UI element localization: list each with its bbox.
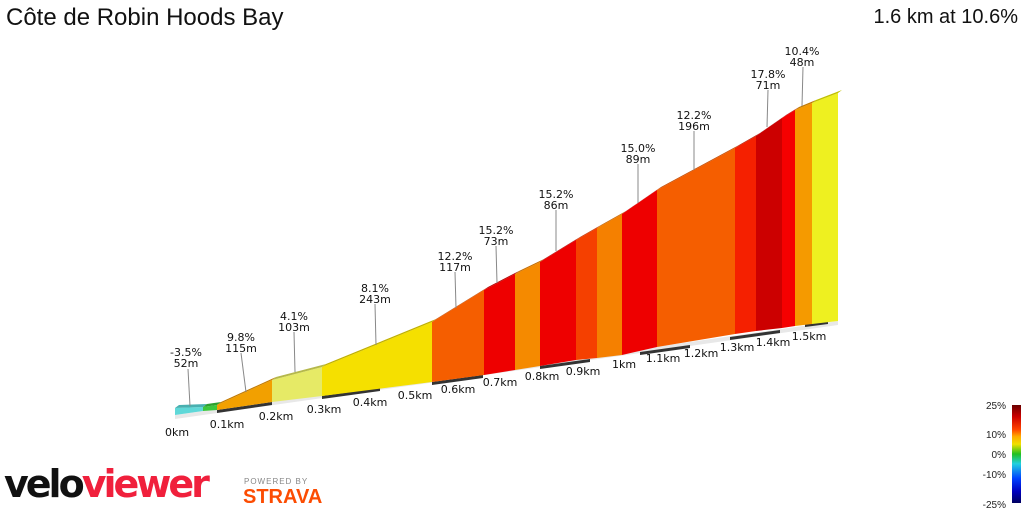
svg-text:1.1km: 1.1km bbox=[646, 352, 681, 365]
svg-text:52m: 52m bbox=[174, 357, 199, 370]
strava-logo[interactable]: STRAVA bbox=[243, 486, 323, 508]
svg-text:1.4km: 1.4km bbox=[756, 336, 791, 349]
svg-text:12.2%: 12.2% bbox=[438, 250, 473, 263]
svg-text:115m: 115m bbox=[225, 342, 257, 355]
svg-text:243m: 243m bbox=[359, 293, 391, 306]
annotation-seg-1: -3.5% 52m bbox=[170, 346, 202, 407]
annotation-seg-5: 12.2% 117m bbox=[438, 250, 473, 309]
svg-text:0.4km: 0.4km bbox=[353, 396, 388, 409]
svg-text:25%: 25% bbox=[986, 401, 1006, 412]
svg-text:4.1%: 4.1% bbox=[280, 310, 308, 323]
svg-text:-25%: -25% bbox=[983, 500, 1006, 511]
profile-segments bbox=[175, 93, 838, 415]
svg-text:17.8%: 17.8% bbox=[751, 68, 786, 81]
svg-text:1.2km: 1.2km bbox=[684, 347, 719, 360]
svg-text:0.2km: 0.2km bbox=[259, 410, 294, 423]
annotation-seg-4: 8.1% 243m bbox=[359, 282, 391, 346]
svg-text:0.7km: 0.7km bbox=[483, 376, 518, 389]
svg-text:0.9km: 0.9km bbox=[566, 365, 601, 378]
svg-text:71m: 71m bbox=[756, 79, 781, 92]
svg-text:15.2%: 15.2% bbox=[479, 224, 514, 237]
distance-tick-labels: 0km 0.1km 0.2km 0.3km 0.4km 0.5km 0.6km … bbox=[165, 330, 826, 439]
gradient-legend: 25% 10% 0% -10% -25% bbox=[983, 401, 1021, 511]
annotation-seg-9: 12.2% 196m bbox=[677, 109, 712, 170]
logo-viewer: viewer bbox=[81, 462, 210, 506]
powered-by-label: POWERED BY bbox=[244, 477, 309, 486]
annotation-seg-2: 9.8% 115m bbox=[225, 331, 257, 393]
svg-text:15.2%: 15.2% bbox=[539, 188, 574, 201]
svg-text:117m: 117m bbox=[439, 261, 471, 274]
svg-text:103m: 103m bbox=[278, 321, 310, 334]
segment-summary: 1.6 km at 10.6% bbox=[873, 6, 1018, 28]
svg-text:0.3km: 0.3km bbox=[307, 403, 342, 416]
logo-velo: velo bbox=[4, 462, 85, 506]
svg-text:196m: 196m bbox=[678, 120, 710, 133]
svg-text:86m: 86m bbox=[544, 199, 569, 212]
svg-text:10.4%: 10.4% bbox=[785, 45, 820, 58]
annotation-seg-7: 15.2% 86m bbox=[539, 188, 574, 251]
profile-top-edge bbox=[175, 90, 842, 408]
svg-text:1.3km: 1.3km bbox=[720, 341, 755, 354]
svg-text:1.5km: 1.5km bbox=[792, 330, 827, 343]
veloviewer-logo[interactable]: veloviewer bbox=[4, 462, 210, 506]
segment-title: Côte de Robin Hoods Bay bbox=[6, 4, 284, 31]
svg-text:48m: 48m bbox=[790, 56, 815, 69]
svg-text:0.5km: 0.5km bbox=[398, 389, 433, 402]
annotation-seg-3: 4.1% 103m bbox=[278, 310, 310, 373]
svg-text:89m: 89m bbox=[626, 153, 651, 166]
svg-text:0.6km: 0.6km bbox=[441, 383, 476, 396]
svg-text:0km: 0km bbox=[165, 426, 189, 439]
segment-annotations: -3.5% 52m 9.8% 115m 4.1% 103m 8.1% 243m … bbox=[170, 45, 820, 407]
svg-text:1km: 1km bbox=[612, 358, 636, 371]
annotation-seg-11: 10.4% 48m bbox=[785, 45, 820, 107]
svg-text:-10%: -10% bbox=[983, 470, 1006, 481]
svg-text:0.8km: 0.8km bbox=[525, 370, 560, 383]
annotation-seg-8: 15.0% 89m bbox=[621, 142, 656, 203]
svg-text:15.0%: 15.0% bbox=[621, 142, 656, 155]
svg-text:0.1km: 0.1km bbox=[210, 418, 245, 431]
annotation-seg-10: 17.8% 71m bbox=[751, 68, 786, 128]
svg-text:0%: 0% bbox=[992, 450, 1007, 461]
svg-text:10%: 10% bbox=[986, 430, 1006, 441]
svg-text:12.2%: 12.2% bbox=[677, 109, 712, 122]
annotation-seg-6: 15.2% 73m bbox=[479, 224, 514, 284]
svg-text:8.1%: 8.1% bbox=[361, 282, 389, 295]
svg-text:73m: 73m bbox=[484, 235, 509, 248]
svg-text:-3.5%: -3.5% bbox=[170, 346, 202, 359]
svg-text:9.8%: 9.8% bbox=[227, 331, 255, 344]
